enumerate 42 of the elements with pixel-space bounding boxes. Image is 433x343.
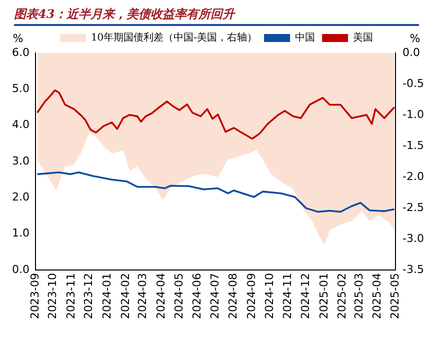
y2-axis-title: % [410,32,420,45]
x-tick-label: 2023-12 [82,273,96,320]
x-tick-label: 2024-01 [100,273,114,320]
y2-tick-label: -0.5 [402,76,424,90]
y-axis-title: % [12,32,24,45]
x-tick-label: 2023-10 [46,273,60,320]
y2-tick-label: -3.5 [402,262,424,276]
y-tick-label: 1.0 [12,226,30,240]
y2-tick-label: -2.0 [402,170,424,183]
y2-tick-label: -1.0 [402,108,424,121]
y2-tick-label: 0.0 [402,46,420,59]
y-tick-label: 4.0 [12,118,30,132]
x-tick-label: 2024-08 [226,273,240,320]
x-tick-label: 2024-05 [172,273,186,320]
x-tick-label: 2025-04 [370,273,384,320]
y-tick-label: 0.0 [12,262,30,276]
legend-label: 美国 [353,32,374,44]
y-tick-label: 6.0 [12,46,30,59]
x-tick-label: 2025-02 [336,273,349,320]
x-tick-label: 2024-10 [262,273,276,320]
x-tick-label: 2023-09 [28,273,42,320]
legend-label: 10年期国债利差（中国-美国，右轴） [90,32,258,44]
x-tick-label: 2024-12 [298,273,312,320]
x-tick-label: 2024-09 [245,273,258,320]
chart-title: 图表43：近半月来，美债收益率有所回升 [14,4,419,26]
x-tick-label: 2024-04 [154,273,168,320]
x-tick-label: 2024-07 [208,273,222,320]
y-tick-label: 3.0 [12,154,30,168]
y2-tick-label: -3.0 [402,232,424,245]
x-tick-label: 2024-03 [136,273,150,320]
legend-label: 中国 [295,32,316,44]
y2-tick-label: -2.5 [402,200,424,214]
x-tick-label: 2024-06 [190,273,204,320]
x-tick-label: 2025-01 [317,273,330,320]
x-tick-label: 2023-11 [64,273,78,320]
y-tick-label: 5.0 [12,82,30,96]
y2-tick-label: -1.5 [402,138,424,152]
x-tick-label: 2025-05 [388,273,402,320]
x-tick-label: 2024-11 [281,273,294,320]
x-tick-label: 2025-03 [352,273,366,320]
y-tick-label: 2.0 [12,190,30,204]
x-tick-label: 2024-02 [118,273,132,320]
